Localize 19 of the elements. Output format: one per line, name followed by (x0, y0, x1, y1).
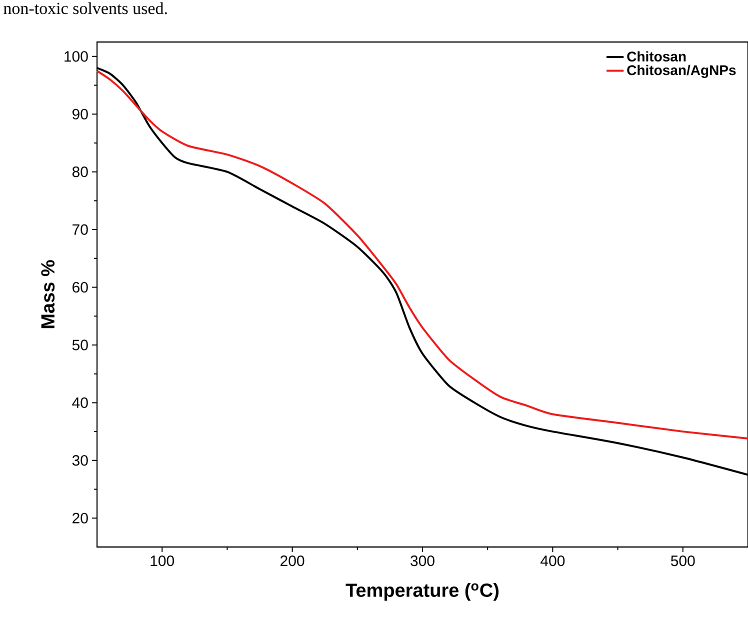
y-tick-label: 20 (72, 512, 88, 524)
x-tick-label: 300 (410, 556, 434, 566)
y-tick-label: 90 (72, 108, 88, 120)
x-tick-label: 400 (540, 556, 565, 566)
x-tick-label: 500 (670, 556, 695, 566)
y-tick-label: 30 (72, 455, 88, 466)
text: non-toxic solvents used. (4, 2, 167, 14)
legend-label: Chitosan (627, 51, 686, 62)
y-axis-title: Mass % (41, 260, 55, 328)
y-tick-label: 40 (72, 397, 88, 408)
x-tick-label: 100 (150, 556, 174, 566)
x-tick-label: 200 (280, 556, 304, 566)
y-tick-label: 70 (72, 224, 88, 235)
y-tick-label: 80 (72, 166, 88, 178)
y-tick-label: 50 (72, 340, 88, 350)
legend-label: Chitosan/AgNPs (627, 64, 736, 78)
x-axis-title: Temperature ($^{o}$C) (346, 583, 499, 601)
y-tick-label: 60 (72, 282, 88, 293)
y-tick-label: 100 (64, 51, 88, 62)
